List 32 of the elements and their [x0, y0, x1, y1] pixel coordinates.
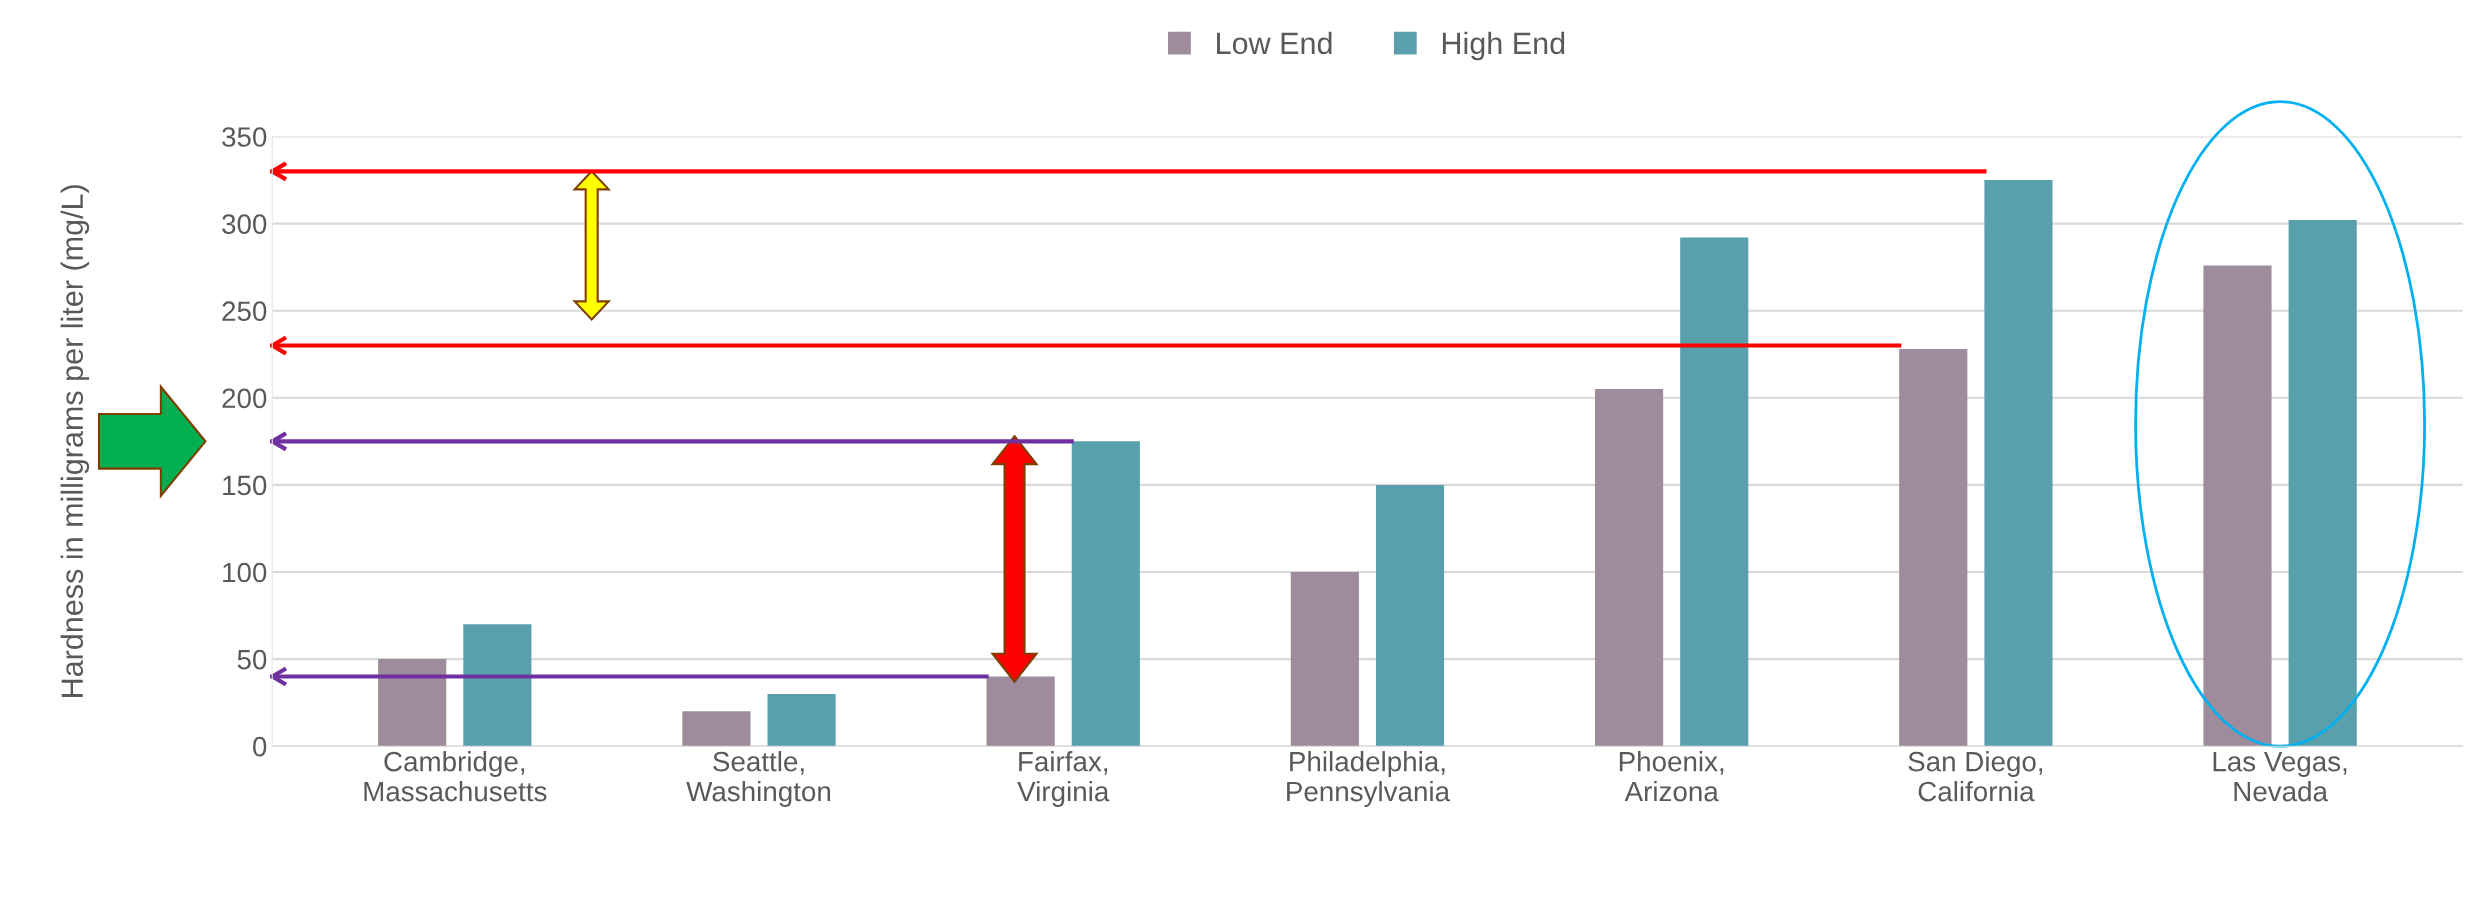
legend-label: Low End	[1217, 31, 1332, 55]
legend-label: High End	[1442, 31, 1565, 61]
bar	[1290, 572, 1359, 747]
bar	[1071, 441, 1140, 747]
x-tick-label: Cambridge, Massachusetts	[364, 751, 547, 802]
x-tick-label: Phoenix, Arizona	[1619, 751, 1724, 802]
bar	[1594, 389, 1664, 747]
bar	[1984, 180, 2053, 747]
y-tick-label: 300	[222, 214, 267, 234]
x-tick-label: Las Vegas, Nevada	[2213, 752, 2347, 802]
bar	[1899, 349, 1968, 747]
x-tick-label: Seattle, Washington	[686, 751, 831, 807]
y-axis-title: Hardness in milligrams per liter (mg/L)	[60, 185, 90, 697]
x-tick-label: San Diego, California	[1908, 751, 2043, 802]
y-tick-label: 200	[222, 388, 267, 409]
bar	[378, 659, 447, 747]
bar	[1375, 484, 1445, 747]
y-tick-label: 0	[253, 736, 267, 757]
y-tick-label: 50	[237, 649, 267, 670]
bar	[767, 693, 836, 747]
y-tick-label: 150	[223, 475, 267, 496]
bar	[2203, 265, 2272, 747]
bar	[2288, 220, 2357, 747]
y-tick-label: 100	[223, 562, 267, 583]
x-tick-label: Fairfax, Virginia	[1017, 751, 1110, 807]
y-tick-label: 350	[222, 127, 267, 147]
bar	[682, 711, 751, 747]
y-tick-label: 250	[222, 301, 267, 322]
x-tick-label: Philadelphia, Pennsylvania	[1287, 751, 1451, 807]
bar	[1680, 237, 1749, 747]
bar	[986, 676, 1055, 747]
bar	[463, 624, 532, 747]
